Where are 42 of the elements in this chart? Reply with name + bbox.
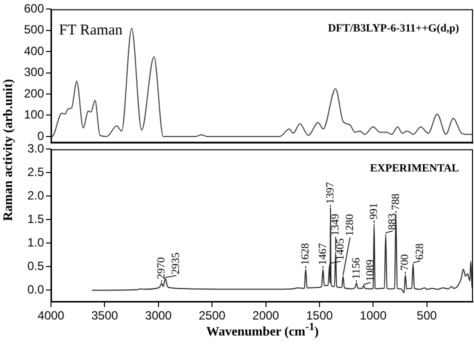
annotation: FT Raman <box>59 22 123 39</box>
annotation: 883 <box>386 212 399 230</box>
x-tick-label: 1000 <box>360 308 387 323</box>
annotation: 1089 <box>364 259 376 282</box>
annotation: 1280 <box>344 214 356 236</box>
x-tick-label: 2500 <box>198 308 226 323</box>
x-tick-label: 1500 <box>306 308 334 323</box>
y-tick-label: 1.5 <box>27 212 44 226</box>
annotation: 1628 <box>300 242 312 266</box>
x-axis-title: Wavenumber (cm$^{-1}$) <box>205 321 320 340</box>
y-tick-label: 300 <box>24 65 44 80</box>
y-tick-label: 500 <box>24 22 44 37</box>
y-tick-label: 100 <box>24 108 44 122</box>
y-tick-label: 2.0 <box>27 188 44 203</box>
annotation: 2970 <box>155 256 168 280</box>
annotation: 700 <box>399 254 412 271</box>
annotation: 1397 <box>324 181 336 204</box>
annotation: 1405 <box>334 238 347 260</box>
x-tick-label: 2000 <box>252 308 280 323</box>
y-tick-label: 600 <box>24 2 44 16</box>
annotation: EXPERIMENTAL <box>370 162 459 175</box>
y-tick-label: 3.0 <box>27 142 44 156</box>
y-tick-label: 0 <box>37 128 44 143</box>
y-tick-label: 1.0 <box>27 236 44 250</box>
x-tick-label: 3000 <box>145 308 172 323</box>
x-tick-label: 4000 <box>38 308 65 323</box>
y-tick-label: 2.5 <box>27 165 44 180</box>
y-tick-label: 200 <box>24 86 44 100</box>
y-tick-label: 400 <box>24 44 44 58</box>
annotation: 2935 <box>170 252 182 274</box>
annotation: 788 <box>390 193 402 210</box>
x-tick-label: 3500 <box>91 308 118 323</box>
x-tick-label: 500 <box>416 308 438 323</box>
y-axis-title: Raman activity (arb.unit) <box>0 78 16 223</box>
annotation: 628 <box>414 242 426 260</box>
y-tick-label: 0.0 <box>27 282 44 297</box>
annotation: DFT/B3LYP-6-311++G(d,p) <box>328 22 460 35</box>
annotation: 1156 <box>350 257 362 280</box>
annotation: 1349 <box>330 213 342 236</box>
annotation: 1467 <box>316 242 329 266</box>
annotation: 991 <box>368 202 380 220</box>
y-tick-label: 0.5 <box>27 259 44 274</box>
